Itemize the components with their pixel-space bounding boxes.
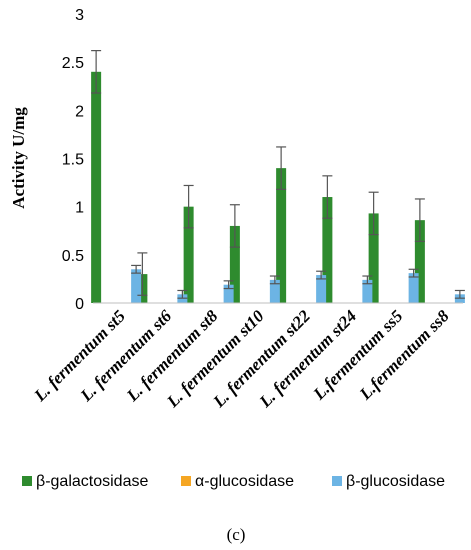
bar [322, 197, 333, 303]
bar [362, 279, 373, 303]
legend-label: β-glucosidase [346, 473, 445, 490]
bar [316, 275, 327, 303]
legend-swatch [22, 476, 32, 486]
y-tick-label: 3 [75, 7, 84, 24]
bar [269, 279, 280, 303]
bar [223, 284, 234, 303]
bar [183, 206, 194, 303]
bars [91, 71, 465, 303]
legend-label: β-galactosidase [36, 473, 148, 490]
legend: β-galactosidase α-glucosidase β-glucosidas… [22, 473, 445, 490]
y-tick-label: 2.5 [62, 55, 84, 72]
bar [229, 225, 240, 303]
bar [131, 269, 142, 303]
figure-caption: (c) [227, 525, 246, 544]
legend-label: α-glucosidase [195, 473, 294, 490]
error-bars [91, 50, 465, 299]
bar [368, 213, 379, 303]
y-tick-label: 0.5 [62, 248, 84, 265]
bar [276, 168, 287, 303]
y-axis-label: Activity U/mg [9, 107, 28, 209]
y-axis-ticks: 0 0.5 1 1.5 2 2.5 3 [62, 7, 84, 313]
bar [408, 273, 419, 303]
y-tick-label: 2 [75, 103, 84, 120]
bar [91, 71, 102, 303]
y-tick-label: 1.5 [62, 152, 84, 169]
legend-swatch [181, 476, 191, 486]
y-tick-label: 1 [75, 200, 84, 217]
legend-swatch [332, 476, 342, 486]
y-tick-label: 0 [75, 296, 84, 313]
bar [414, 220, 425, 303]
